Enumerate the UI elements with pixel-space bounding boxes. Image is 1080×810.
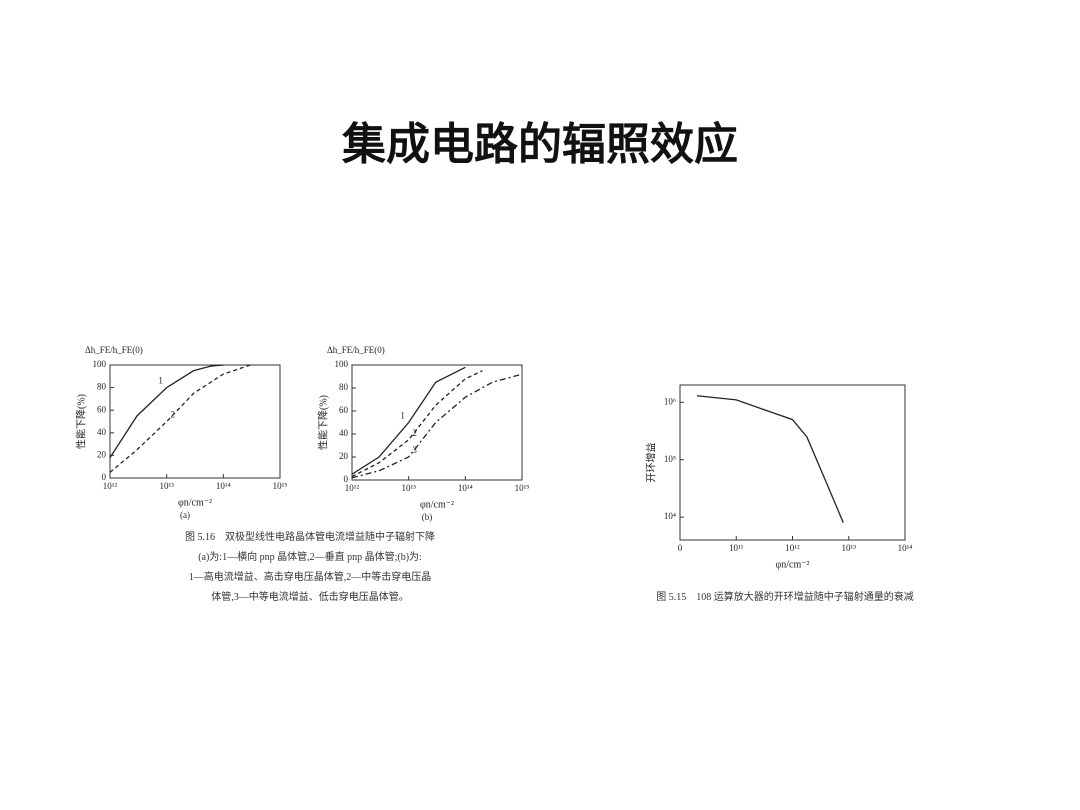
y-tick-label: 60 [339,405,349,415]
y-tick-label: 40 [97,427,107,437]
series-line [351,366,466,475]
x-tick-label: 10¹² [103,481,118,491]
caption-line: 1—高电流增益、高击穿电压晶体管,2—中等击穿电压晶 [188,572,432,583]
slide-title: 集成电路的辐照效应 [342,120,738,169]
series-line [351,373,523,479]
y-tick-label: 10⁵ [664,454,676,464]
x-tick-label: 10¹⁵ [273,481,288,491]
y-unit: Δh_FE/h_FE(0) [85,345,143,355]
x-tick-label: 10¹⁴ [458,483,473,493]
x-tick-label: 10¹² [785,543,800,553]
curve-label: 3 [412,445,417,455]
x-tick-label: 0 [678,543,683,553]
y-axis-label: 性能下降(%) [316,395,329,450]
x-tick-label: 10¹⁵ [515,483,530,493]
x-axis-label: φn/cm⁻² [775,559,809,570]
caption-line: 体管,3—中等电流增益、低击穿电压晶体管。 [211,592,409,603]
plot-frame [351,364,523,481]
y-tick-label: 0 [102,472,107,482]
y-tick-label: 40 [339,428,349,438]
caption-line: 图 5.16 双极型线性电路晶体管电流增益随中子辐射下降 [185,532,435,543]
x-tick-label: 10¹¹ [729,543,744,553]
plot-frame [109,364,281,479]
caption-a: 图 5.16 双极型线性电路晶体管电流增益随中子辐射下降 (a)为:1—横向 p… [120,528,500,608]
x-tick-label: 10¹⁴ [216,481,231,491]
curve-label: 2 [170,410,175,420]
y-tick-label: 20 [339,451,349,461]
y-tick-label: 20 [97,449,107,459]
panel-label: (a) [180,510,190,520]
x-tick-label: 10¹³ [159,481,174,491]
x-tick-label: 10¹⁴ [898,543,913,553]
x-tick-label: 10¹³ [401,483,416,493]
caption-line: 图 5.15 108 运算放大器的开环增益随中子辐射通量的衰减 [656,592,914,603]
y-axis-label: 开环增益 [644,443,657,483]
plot-frame [679,384,906,541]
y-tick-label: 10⁴ [664,511,676,521]
caption-b: 图 5.15 108 运算放大器的开环增益随中子辐射通量的衰减 [585,588,985,608]
x-tick-label: 10¹³ [842,543,857,553]
curve-label: 1 [158,376,163,386]
series-line [109,364,224,459]
y-tick-label: 80 [339,382,349,392]
y-tick-label: 100 [93,359,107,369]
y-tick-label: 100 [335,359,349,369]
y-tick-label: 60 [97,404,107,414]
x-axis-label: φn/cm⁻² [420,499,454,510]
y-axis-label: 性能下降(%) [74,394,87,449]
curve-label: 2 [412,428,417,438]
series-line [351,370,483,478]
series-line [109,364,251,473]
y-unit: Δh_FE/h_FE(0) [327,345,385,355]
caption-line: (a)为:1—横向 pnp 晶体管,2—垂直 pnp 晶体管;(b)为: [198,552,422,563]
curve-label: 1 [400,411,405,421]
y-tick-label: 10⁶ [664,396,676,406]
panel-label: (b) [422,512,433,522]
series-line [696,395,844,523]
x-tick-label: 10¹² [345,483,360,493]
y-tick-label: 0 [344,474,349,484]
y-tick-label: 80 [97,382,107,392]
x-axis-label: φn/cm⁻² [178,497,212,508]
